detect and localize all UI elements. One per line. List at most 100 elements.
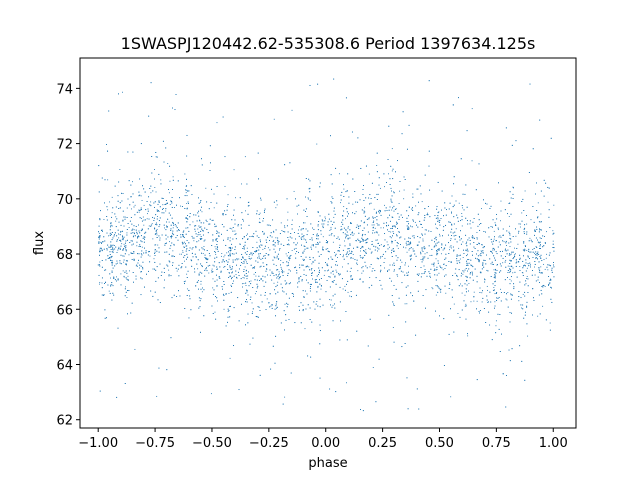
data-point xyxy=(330,228,332,230)
data-point xyxy=(349,252,351,254)
data-point xyxy=(217,300,218,302)
data-point xyxy=(243,283,245,284)
data-point xyxy=(502,262,504,264)
data-point xyxy=(308,266,310,268)
data-point xyxy=(456,214,458,216)
data-point xyxy=(424,253,426,255)
data-point xyxy=(269,235,271,237)
data-point xyxy=(435,223,436,225)
data-point xyxy=(334,227,336,229)
data-point xyxy=(383,227,384,229)
data-point xyxy=(325,248,327,250)
data-point xyxy=(431,248,433,250)
data-point xyxy=(435,279,437,281)
data-point xyxy=(495,293,497,294)
data-point xyxy=(140,240,142,242)
data-point xyxy=(213,207,215,209)
data-point xyxy=(533,221,535,223)
data-point xyxy=(214,251,216,252)
data-point xyxy=(230,291,232,293)
data-point xyxy=(490,238,492,240)
data-point xyxy=(103,218,105,220)
data-point xyxy=(165,229,167,231)
data-point xyxy=(249,254,251,255)
data-point xyxy=(403,189,405,191)
data-point xyxy=(484,279,486,281)
data-point xyxy=(530,251,532,253)
data-point xyxy=(312,257,314,259)
data-point xyxy=(531,274,533,276)
data-point xyxy=(184,173,186,175)
data-point xyxy=(453,204,455,206)
data-point xyxy=(307,230,309,232)
data-point xyxy=(540,238,542,239)
data-point xyxy=(392,168,394,170)
data-point xyxy=(369,266,371,268)
data-point xyxy=(230,284,232,286)
data-point xyxy=(159,237,161,239)
data-point xyxy=(364,234,366,236)
data-point xyxy=(154,169,155,170)
data-point xyxy=(379,257,381,259)
data-point xyxy=(107,209,109,211)
data-point xyxy=(288,283,290,285)
data-point xyxy=(415,255,417,257)
data-point xyxy=(476,379,478,381)
data-point xyxy=(187,201,189,203)
data-point xyxy=(196,263,198,265)
data-point xyxy=(323,223,325,225)
data-point xyxy=(431,263,433,265)
data-point xyxy=(216,233,218,234)
data-point xyxy=(342,249,344,251)
data-point xyxy=(122,238,124,240)
data-point xyxy=(408,227,410,229)
data-point xyxy=(400,259,402,261)
data-point xyxy=(456,258,458,260)
data-point xyxy=(535,251,537,253)
data-point xyxy=(522,293,524,295)
data-point xyxy=(110,285,112,287)
data-point xyxy=(98,238,100,240)
data-point xyxy=(392,248,394,250)
data-point xyxy=(515,262,517,264)
data-point xyxy=(419,220,421,222)
data-point xyxy=(473,291,475,293)
data-point xyxy=(427,212,428,214)
data-point xyxy=(438,211,440,213)
data-point xyxy=(310,223,312,225)
data-point xyxy=(212,293,214,295)
data-point xyxy=(216,266,218,268)
data-point xyxy=(128,227,130,229)
data-point xyxy=(465,303,467,305)
data-point xyxy=(451,235,453,236)
data-point xyxy=(406,148,408,150)
data-point xyxy=(340,202,341,204)
data-point xyxy=(417,226,419,228)
data-point xyxy=(277,269,279,271)
data-point xyxy=(171,197,173,198)
data-point xyxy=(404,343,406,344)
data-point xyxy=(316,301,318,302)
data-point xyxy=(440,266,441,268)
data-point xyxy=(217,231,219,233)
data-point xyxy=(436,274,438,276)
data-point xyxy=(114,185,116,187)
data-point xyxy=(237,224,239,226)
data-point xyxy=(296,250,298,252)
data-point xyxy=(437,218,439,220)
data-point xyxy=(486,285,488,287)
data-point xyxy=(232,227,234,228)
data-point xyxy=(183,246,185,248)
data-point xyxy=(307,198,309,200)
data-point xyxy=(222,260,224,262)
data-point xyxy=(355,240,357,241)
data-point xyxy=(229,255,231,257)
data-point xyxy=(444,285,446,287)
data-point xyxy=(264,276,266,278)
data-point xyxy=(547,264,549,266)
data-point xyxy=(200,230,202,232)
data-point xyxy=(142,216,144,218)
data-point xyxy=(479,310,481,312)
data-point xyxy=(286,306,288,308)
data-point xyxy=(186,295,188,296)
